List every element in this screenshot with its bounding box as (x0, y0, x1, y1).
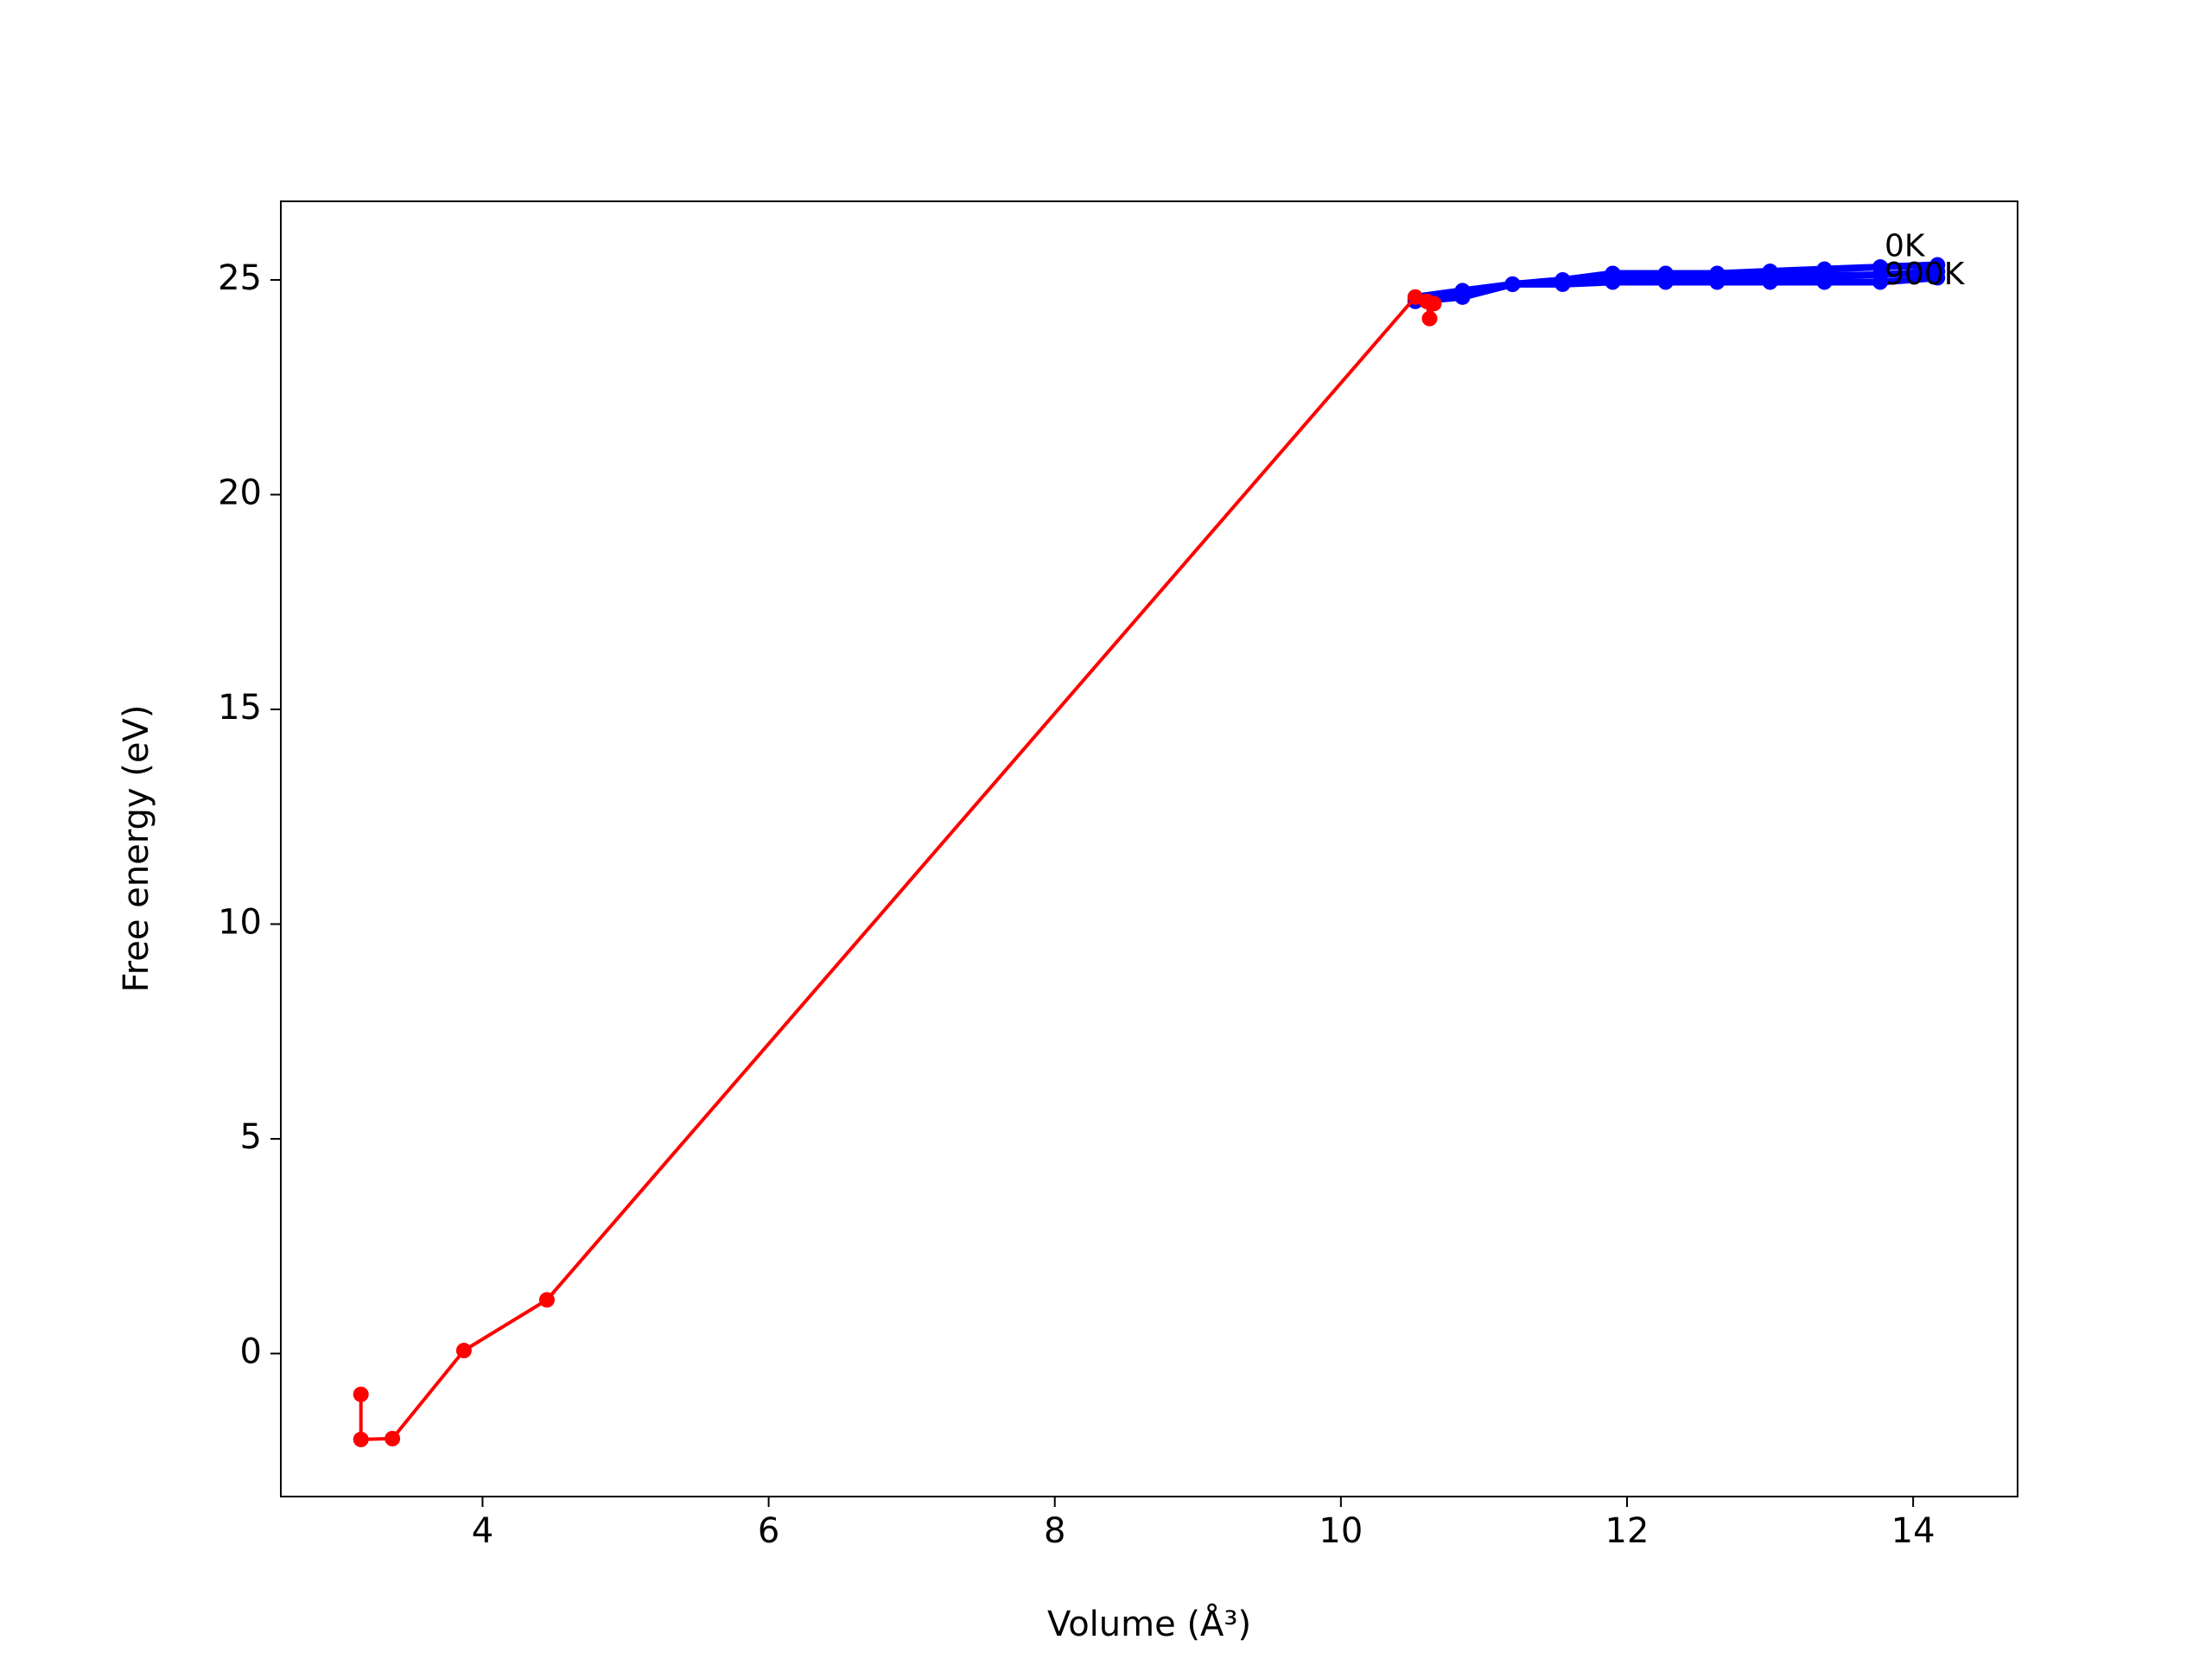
annotation: 900K (1885, 257, 1966, 292)
y-tick-label: 0 (240, 1332, 262, 1371)
point (353, 1386, 369, 1402)
point (1421, 310, 1438, 327)
series-line (1414, 274, 1938, 305)
x-tick-label: 14 (1891, 1511, 1936, 1551)
annotation: 0K (1885, 229, 1926, 264)
y-axis-label: Free energy (eV) (117, 705, 156, 993)
point (538, 1292, 555, 1308)
point (1872, 274, 1889, 290)
y-tick-label: 5 (240, 1117, 262, 1157)
series-line (359, 295, 1436, 1441)
x-tick-label: 8 (1044, 1511, 1065, 1551)
point (1929, 270, 1946, 286)
x-tick-label: 10 (1319, 1511, 1363, 1551)
point (1504, 276, 1521, 292)
plot-frame (280, 200, 2018, 1497)
y-tick-label: 10 (218, 902, 262, 942)
x-axis-label: Volume (Å³) (1047, 1603, 1251, 1644)
point (455, 1343, 472, 1359)
point (1762, 274, 1778, 290)
y-tick-label: 20 (218, 473, 262, 512)
x-tick-label: 12 (1605, 1511, 1649, 1551)
y-tick-label: 15 (218, 688, 262, 728)
point (1554, 276, 1571, 292)
point (1657, 274, 1674, 290)
point (1709, 274, 1726, 290)
x-tick-label: 6 (758, 1511, 779, 1551)
point (1605, 274, 1621, 290)
x-tick-label: 4 (472, 1511, 493, 1551)
point (353, 1431, 369, 1447)
point (1816, 274, 1833, 290)
y-tick-label: 25 (218, 258, 262, 298)
point (1454, 289, 1471, 305)
point (385, 1430, 401, 1446)
point (1426, 296, 1442, 312)
